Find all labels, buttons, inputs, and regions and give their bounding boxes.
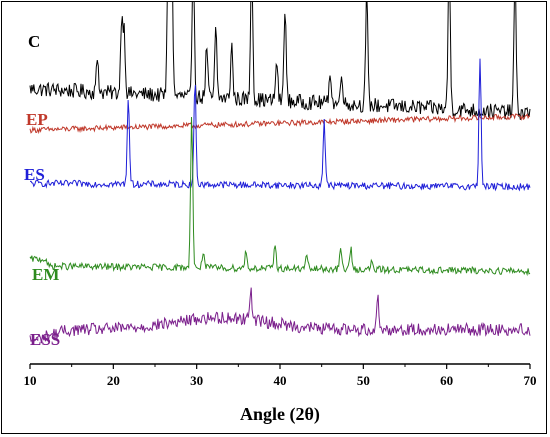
x-tick-label: 60 (440, 373, 453, 388)
x-ticks: 10 20 30 40 50 60 70 (24, 364, 537, 388)
x-tick-label: 20 (107, 373, 120, 388)
traces-group (29, 2, 531, 344)
series-labels: C EP ES EM ESS (24, 32, 60, 349)
trace-ep (29, 113, 531, 135)
x-tick-label: 10 (24, 373, 37, 388)
series-label-ess: ESS (30, 330, 60, 349)
trace-ess (29, 287, 531, 344)
trace-em (29, 116, 531, 277)
series-label-em: EM (32, 265, 59, 284)
x-axis-title: Angle (2θ) (240, 404, 320, 425)
x-tick-label: 40 (274, 373, 287, 388)
series-label-es: ES (24, 165, 45, 184)
x-tick-label: 50 (357, 373, 370, 388)
trace-es (29, 58, 531, 192)
x-tick-label: 70 (524, 373, 537, 388)
x-tick-label: 30 (190, 373, 203, 388)
series-label-c: C (28, 32, 40, 51)
trace-c (29, 2, 531, 120)
series-label-ep: EP (26, 110, 48, 129)
